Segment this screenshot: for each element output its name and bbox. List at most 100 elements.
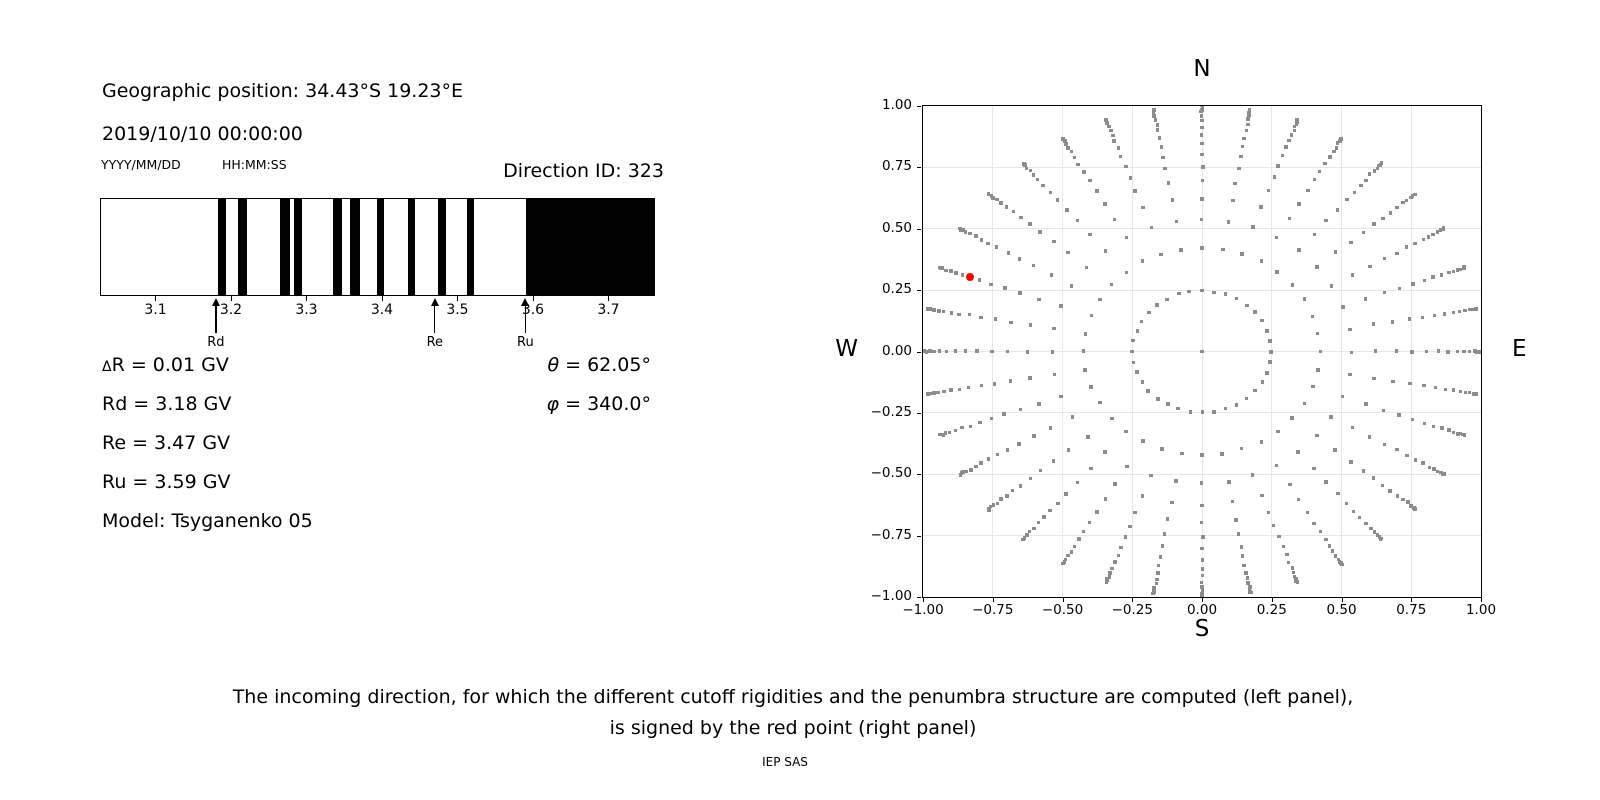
- rigidity-marker-arrowhead: [211, 298, 220, 306]
- direction-dot: [1200, 178, 1205, 183]
- direction-dot: [1052, 239, 1056, 244]
- direction-dot: [1199, 133, 1204, 137]
- penumbra-x-tick-label: 3.7: [597, 302, 620, 318]
- direction-dot: [1290, 566, 1295, 570]
- direction-dot: [1109, 128, 1113, 133]
- direction-dot: [1302, 401, 1307, 406]
- direction-dot: [958, 226, 962, 231]
- direction-dot: [1059, 304, 1063, 308]
- direction-dot: [1474, 392, 1479, 396]
- direction-dot: [1076, 162, 1080, 167]
- direction-dot: [1152, 586, 1156, 590]
- scatter-x-tick-label: −0.75: [972, 602, 1014, 618]
- direction-dot: [986, 192, 991, 196]
- direction-dot: [1155, 123, 1160, 127]
- theta-value: θ = 62.05°: [400, 356, 651, 375]
- direction-dot: [1028, 323, 1033, 327]
- direction-dot: [979, 315, 983, 320]
- direction-dot: [1364, 178, 1368, 183]
- direction-dot: [1274, 463, 1279, 468]
- direction-dot: [1200, 118, 1204, 123]
- direction-dot-center: [1200, 349, 1204, 354]
- direction-dot: [1103, 202, 1107, 206]
- scatter-y-tick-label: 1.00: [881, 97, 912, 113]
- direction-dot: [944, 268, 948, 273]
- direction-dot: [1199, 580, 1204, 585]
- direction-dot: [1212, 410, 1216, 414]
- direction-dot: [1188, 410, 1193, 414]
- direction-dot: [953, 428, 958, 433]
- direction-dot: [936, 390, 940, 395]
- direction-dot: [1240, 252, 1244, 256]
- direction-dot: [1315, 265, 1319, 269]
- direction-dot: [958, 473, 963, 477]
- direction-dot: [1004, 205, 1009, 209]
- direction-dot: [1135, 370, 1139, 374]
- direction-dot: [1103, 249, 1108, 253]
- direction-dot: [953, 349, 958, 353]
- direction-dot: [1160, 447, 1164, 451]
- scatter-y-tick-label: −1.00: [870, 588, 912, 604]
- direction-dot: [1017, 442, 1021, 446]
- direction-dot: [1290, 416, 1294, 420]
- direction-dot: [1059, 394, 1063, 399]
- direction-dot: [1170, 198, 1174, 202]
- direction-dot: [1375, 166, 1380, 171]
- direction-dot: [1024, 166, 1029, 171]
- direction-dot: [1333, 448, 1337, 452]
- direction-dot: [1050, 350, 1055, 354]
- direction-dot: [1246, 581, 1250, 585]
- direction-dot: [1266, 510, 1271, 515]
- direction-dot: [963, 230, 968, 234]
- direction-dot: [1199, 520, 1204, 525]
- direction-dot: [1401, 497, 1405, 501]
- direction-dot: [1066, 553, 1070, 558]
- direction-dot: [1174, 219, 1179, 223]
- direction-dot: [1200, 573, 1205, 578]
- direction-dot: [1404, 198, 1409, 203]
- direction-dot: [1128, 176, 1133, 180]
- direction-dot: [977, 278, 982, 282]
- penumbra-forbidden-band: [280, 199, 291, 295]
- direction-dot: [1041, 183, 1045, 188]
- direction-dot: [1287, 216, 1292, 221]
- geographic-position-text: Geographic position: 34.43°S 19.23°E: [102, 80, 464, 102]
- direction-dot: [1018, 407, 1023, 412]
- direction-dot: [978, 420, 982, 425]
- direction-dot: [1436, 349, 1441, 353]
- direction-dot: [1063, 557, 1068, 562]
- direction-dot: [975, 349, 979, 353]
- direction-dot: [1075, 480, 1080, 485]
- scatter-y-tick: [917, 535, 921, 537]
- scatter-y-tick: [917, 106, 921, 107]
- direction-dot: [1021, 162, 1026, 166]
- direction-dot: [990, 349, 994, 354]
- direction-dot: [1245, 576, 1250, 580]
- direction-dot: [1113, 482, 1117, 486]
- direction-dot: [1088, 178, 1092, 183]
- direction-dot: [1201, 165, 1205, 169]
- direction-dot: [1394, 349, 1399, 353]
- direction-dot: [1420, 315, 1425, 319]
- direction-dot: [924, 350, 929, 354]
- direction-dot: [1199, 114, 1204, 118]
- direction-dot: [1107, 575, 1112, 579]
- direction-dot: [1439, 273, 1444, 277]
- direction-dot: [1431, 275, 1435, 279]
- direction-dot: [1395, 494, 1400, 498]
- direction-dot: [1010, 488, 1015, 493]
- direction-dot: [1439, 470, 1443, 475]
- scatter-x-tick-label: −0.50: [1041, 602, 1084, 618]
- direction-dot: [1312, 521, 1316, 526]
- scatter-x-tick: [1062, 598, 1064, 602]
- direction-dot: [1318, 349, 1323, 354]
- scatter-y-tick-label: 0.75: [881, 158, 912, 175]
- direction-dot: [1032, 434, 1036, 438]
- direction-dot: [1413, 241, 1417, 246]
- direction-dot: [1274, 235, 1279, 240]
- direction-dot: [1156, 571, 1160, 575]
- direction-dot: [1451, 310, 1456, 315]
- direction-dot: [1474, 307, 1479, 311]
- grid-line-horizontal: [923, 228, 1481, 230]
